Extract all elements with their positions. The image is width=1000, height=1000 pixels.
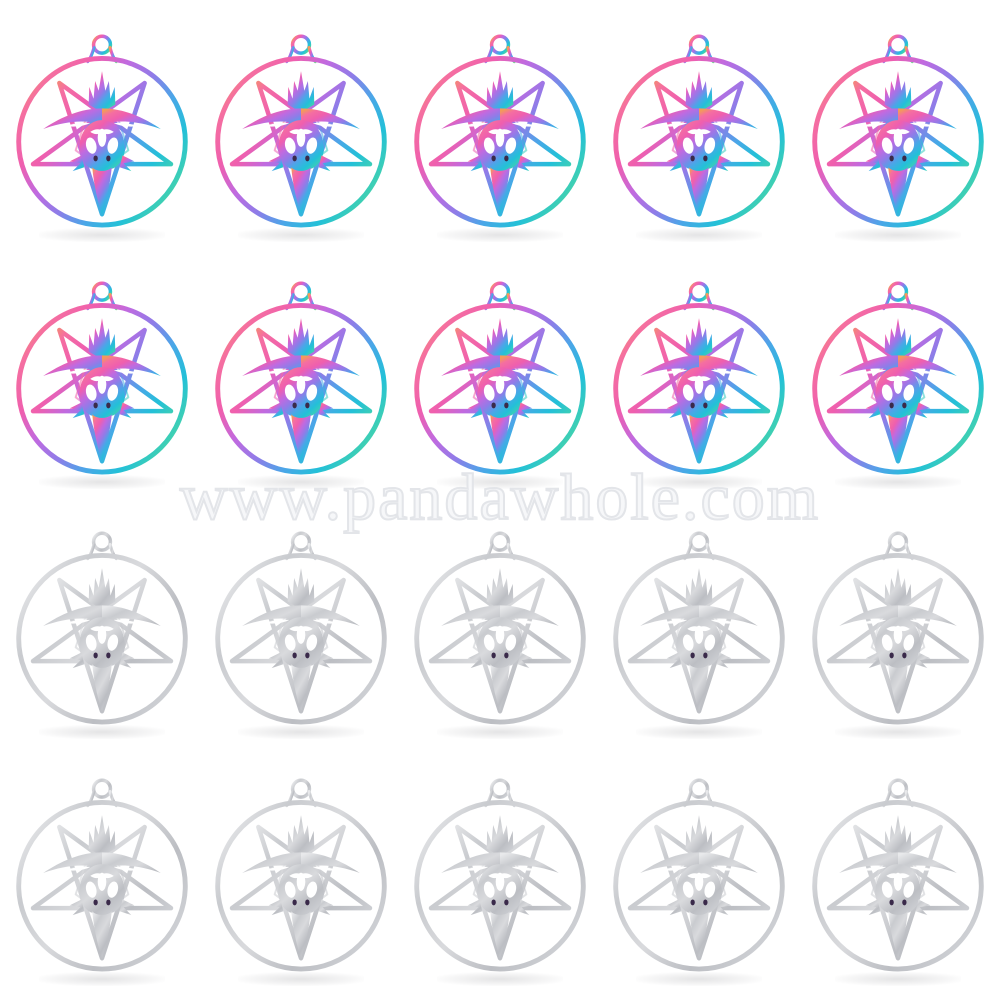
pendant-charm <box>601 10 797 246</box>
pendant-charm <box>203 507 399 743</box>
pendant-charm <box>203 754 399 990</box>
charm-row-1 <box>0 8 1000 248</box>
pendant-charm <box>402 10 598 246</box>
charm-row-4 <box>0 752 1000 992</box>
pendant-charm <box>800 754 996 990</box>
pendant-charm <box>402 507 598 743</box>
pendant-charm <box>800 10 996 246</box>
pendant-charm <box>4 10 200 246</box>
pendant-charm <box>4 754 200 990</box>
pendant-charm <box>402 257 598 493</box>
pendant-charm <box>601 257 797 493</box>
charm-row-3 <box>0 505 1000 745</box>
pendant-charm <box>203 10 399 246</box>
charm-row-2 <box>0 255 1000 495</box>
pendant-charm <box>4 257 200 493</box>
pendant-charm <box>601 754 797 990</box>
pendant-charm <box>601 507 797 743</box>
pendant-charm <box>402 754 598 990</box>
pendant-charm <box>800 257 996 493</box>
pendant-charm <box>4 507 200 743</box>
pendant-charm <box>800 507 996 743</box>
pendant-charm <box>203 257 399 493</box>
